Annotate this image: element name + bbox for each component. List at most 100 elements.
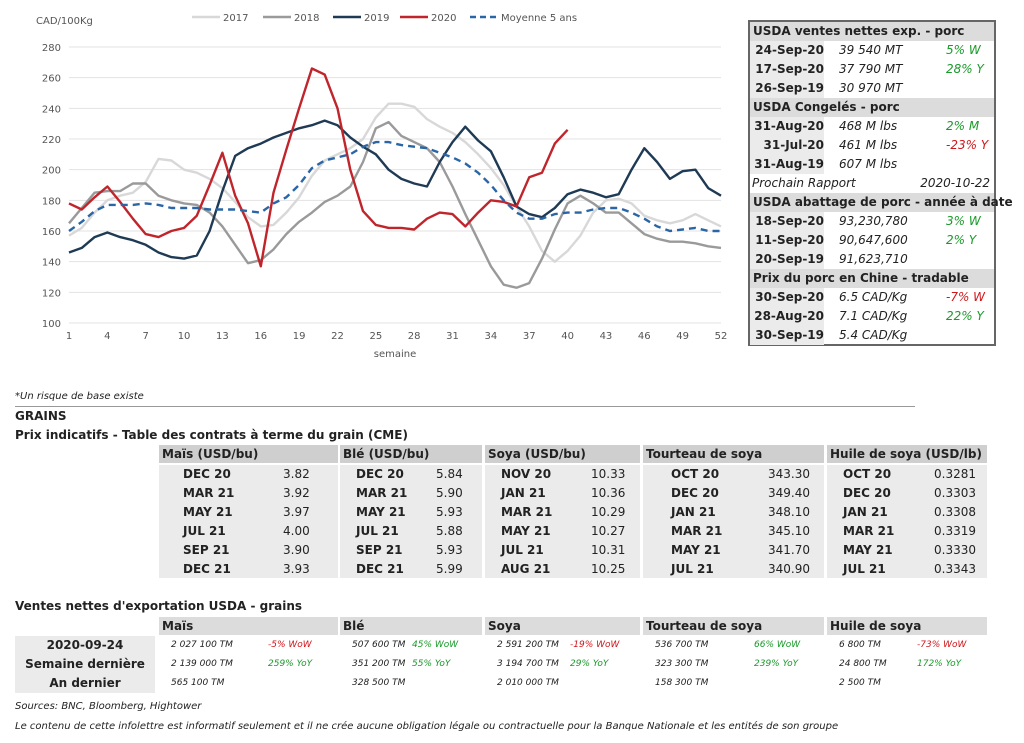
contract-price: 5.93 [436,543,463,557]
cme-row: NOV 20 10.33 [485,465,640,484]
cme-row: MAY 21 341.70 [643,541,824,560]
side-section-title: USDA ventes nettes exp. - porc [750,22,994,41]
contract-price: 349.40 [768,486,810,500]
contract-price: 10.31 [591,543,626,557]
sales-volume: 6 800 TM [839,640,881,650]
side-date: 18-Sep-20 [750,212,824,231]
side-row: 11-Sep-20 90,647,600 2% Y [750,231,994,250]
sales-change: 29% YoY [570,659,609,669]
side-value: 461 M lbs [839,138,898,152]
side-date: 26-Sep-19 [750,79,824,98]
contract-month: JUL 21 [671,562,714,576]
cme-row: OCT 20 0.3281 [827,465,987,484]
x-tick-label: 22 [331,331,344,342]
sales-row-label: An dernier [15,674,155,693]
sources-note: Sources: BNC, Bloomberg, Hightower [15,701,202,712]
side-change: 5% W [946,43,981,57]
contract-month: JAN 21 [501,486,546,500]
side-value: 30 970 MT [839,81,903,95]
side-value: 93,230,780 [839,214,908,228]
sales-volume: 2 500 TM [839,678,881,688]
contract-month: DEC 21 [356,562,404,576]
contract-price: 0.3319 [934,524,976,538]
sales-change: 55% YoY [412,659,451,669]
sales-volume: 158 300 TM [655,678,709,688]
side-value: 7.1 CAD/Kg [839,309,908,323]
cme-column: NOV 20 10.33 JAN 21 10.36 MAR 21 10.29 MAY 21 1… [485,465,640,578]
sales-volume: 3 194 700 TM [497,659,559,669]
contract-price: 3.97 [283,505,310,519]
contract-month: MAR 21 [671,524,723,538]
y-tick-label: 140 [42,258,61,269]
cme-column: DEC 20 5.84 MAR 21 5.90 MAY 21 5.93 JUL 21 5.88… [340,465,482,578]
cme-column-header: Blé (USD/bu) [340,445,482,463]
sales-volume: 323 300 TM [655,659,709,669]
side-date: 30-Sep-19 [750,326,824,345]
cme-row: JAN 21 348.10 [643,503,824,522]
contract-month: DEC 20 [671,486,719,500]
contract-month: JAN 21 [671,505,716,519]
sales-column-header: Blé [340,617,482,635]
x-tick-label: 40 [561,331,574,342]
contract-month: MAR 21 [501,505,553,519]
contract-price: 3.82 [283,467,310,481]
cme-row: MAY 21 5.93 [340,503,482,522]
side-value: 91,623,710 [839,252,908,266]
contract-price: 3.92 [283,486,310,500]
side-date: 30-Sep-20 [750,288,824,307]
contract-month: NOV 20 [501,467,552,481]
contract-month: JUL 21 [356,524,399,538]
contract-month: JUL 21 [843,562,886,576]
contract-price: 0.3308 [934,505,976,519]
cme-row: JUL 21 5.88 [340,522,482,541]
sales-row-label: 2020-09-24 [15,636,155,655]
sales-volume: 536 700 TM [655,640,709,650]
cme-row: MAR 21 3.92 [159,484,338,503]
next-report-date: 2020-10-22 [920,176,990,190]
contract-month: AUG 21 [501,562,551,576]
contract-month: MAR 21 [183,486,235,500]
cme-row: SEP 21 5.93 [340,541,482,560]
side-value: 468 M lbs [839,119,898,133]
sales-row-label: Semaine dernière [15,655,155,674]
contract-month: JAN 21 [843,505,888,519]
cme-row: DEC 20 0.3303 [827,484,987,503]
cme-row: JUL 21 4.00 [159,522,338,541]
series-line-2017 [68,102,722,263]
contract-price: 5.88 [436,524,463,538]
cme-column-header: Huile de soya (USD/lb) [827,445,987,463]
disclaimer: Le contenu de cette infolettre est infor… [15,721,839,732]
side-value: 6.5 CAD/Kg [839,290,908,304]
sales-volume: 2 027 100 TM [171,640,233,650]
contract-price: 5.93 [436,505,463,519]
side-change: -23% Y [946,138,989,152]
contract-price: 10.27 [591,524,626,538]
contract-month: JUL 21 [183,524,226,538]
contract-month: MAY 21 [501,524,551,538]
legend-label: 2019 [364,13,389,24]
side-date: 31-Aug-20 [750,117,824,136]
contract-price: 5.84 [436,467,463,481]
contract-month: OCT 20 [671,467,720,481]
cme-row: MAR 21 10.29 [485,503,640,522]
series-line-moyenne-5-ans [68,140,721,233]
y-tick-label: 280 [42,43,61,54]
contract-month: MAY 21 [671,543,721,557]
contract-price: 0.3303 [934,486,976,500]
sales-change: 239% YoY [754,659,799,669]
section-divider [15,406,915,407]
side-section-title: USDA abattage de porc - année à date [750,193,1013,212]
cme-row: MAY 21 0.3330 [827,541,987,560]
usda-side-panel: USDA ventes nettes exp. - porc 24-Sep-20 3… [748,20,1013,346]
cme-table-title: Prix indicatifs - Table des contrats à t… [15,428,408,442]
side-date: 28-Aug-20 [750,307,824,326]
y-tick-label: 220 [42,135,61,146]
side-date: 24-Sep-20 [750,41,824,60]
side-value: 37 790 MT [839,62,903,76]
side-change: 22% Y [946,309,984,323]
side-section-title: USDA Congelés - porc [750,98,994,117]
contract-month: MAY 21 [183,505,233,519]
cme-column-header: Soya (USD/bu) [485,445,640,463]
side-row: 24-Sep-20 39 540 MT 5% W [750,41,994,60]
sales-volume: 24 800 TM [839,659,887,669]
